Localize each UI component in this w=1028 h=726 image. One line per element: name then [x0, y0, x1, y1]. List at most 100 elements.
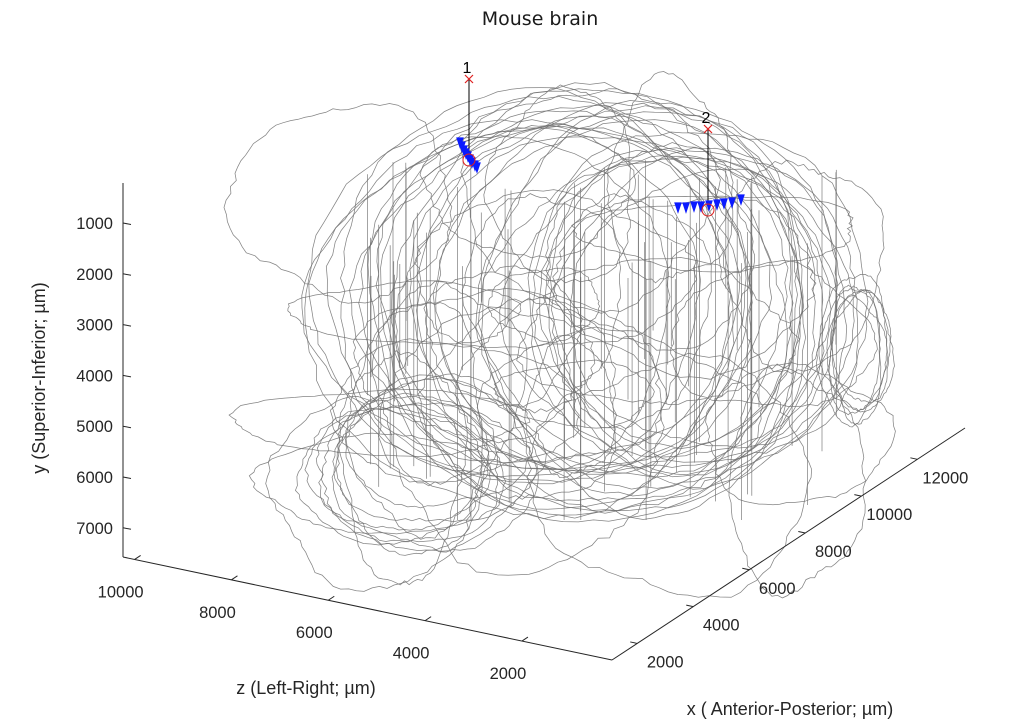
probe-2-contact [720, 198, 728, 210]
brain-outline-slice-65 [826, 295, 888, 416]
brain-outline-slice-26 [544, 193, 712, 430]
x-tick-12000 [910, 457, 918, 460]
brain-outline-slice-57 [606, 71, 734, 284]
brain-outline-slice-70 [318, 404, 492, 531]
brain-outline-slice-64 [818, 274, 889, 412]
brain-outline-slice-47 [524, 334, 616, 478]
axis-ticks: 1000 2000 3000 4000 5000 6000 7000 10000 8000 600… [76, 215, 968, 683]
y-axis-label: y (Superior-Inferior; µm) [29, 282, 49, 473]
brain-outline-slice-58 [414, 189, 698, 349]
y-tick-label-4000: 4000 [76, 367, 113, 385]
x-tick-label-4000: 4000 [703, 617, 740, 635]
probe-2-contact [713, 199, 721, 211]
brain-outline-slice-52 [459, 88, 721, 314]
z-axis-line [122, 556, 613, 661]
chart-title: Mouse brain [482, 8, 599, 30]
z-tick-6000 [328, 595, 335, 601]
z-tick-4000 [424, 616, 432, 622]
z-tick-label-4000: 4000 [393, 645, 430, 663]
y-tick-1000 [122, 222, 132, 225]
x-tick-4000 [686, 604, 694, 608]
brain-outline-slice-63 [828, 289, 895, 413]
brain-outline-slice-31 [526, 352, 812, 598]
brain-outline-slice-44 [372, 280, 528, 487]
brain-outline-slice-30 [223, 103, 453, 304]
brain-outline-slice-32 [338, 349, 468, 586]
brain-outline-slice-7 [380, 104, 753, 475]
brain-outline-slice-42 [455, 294, 662, 463]
x-tick-label-10000: 10000 [866, 506, 912, 524]
probes: 12 [456, 60, 745, 217]
brain-outline-slice-8 [375, 125, 772, 472]
z-tick-label-2000: 2000 [490, 665, 527, 683]
brain-outline-slice-54 [248, 432, 489, 535]
y-tick-7000 [122, 527, 132, 530]
brain-outline-slice-15 [432, 102, 798, 514]
y-tick-5000 [122, 425, 132, 429]
brain-outline-slice-37 [483, 84, 631, 284]
axes [122, 183, 966, 661]
brain-outline-slice-56 [329, 338, 580, 483]
x-tick-6000 [742, 567, 750, 571]
brain-outline-slice-50 [287, 280, 522, 345]
probe-2-contact [682, 202, 690, 214]
brain-outline-slice-23 [539, 147, 839, 476]
y-tick-label-5000: 5000 [76, 418, 113, 436]
brain-outline-slice-68 [304, 392, 499, 543]
brain-outline-slice-25 [570, 168, 855, 449]
y-tick-3000 [122, 324, 132, 327]
z-axis-label: z (Left-Right; µm) [236, 678, 375, 698]
brain-wireframe [223, 71, 896, 599]
x-tick-label-8000: 8000 [815, 543, 852, 561]
brain-outline-slice-18 [475, 100, 848, 490]
x-axis-line [611, 427, 966, 661]
brain-outline-slice-24 [551, 147, 859, 463]
probe-1-entry-marker [464, 74, 474, 84]
probe-1-tip-marker [462, 153, 476, 167]
y-tick-2000 [122, 273, 132, 276]
probe-2-contact [674, 202, 682, 214]
brain-outline-slice-41 [715, 159, 885, 375]
brain-outline-slice-53 [423, 265, 583, 408]
x-tick-2000 [630, 641, 638, 644]
brain-outline-slice-22 [531, 131, 869, 490]
brain-outline-slice-73 [335, 377, 547, 523]
probe-2-contact [705, 200, 713, 212]
z-tick-label-8000: 8000 [199, 604, 236, 622]
brain-outline-slice-12 [409, 115, 789, 511]
y-tick-label-7000: 7000 [76, 520, 113, 538]
z-tick-10000 [134, 555, 141, 560]
brain-outline-slice-1 [304, 96, 732, 520]
probe-1: 1 [456, 60, 481, 174]
y-tick-label-1000: 1000 [76, 215, 113, 233]
brain-outline-slice-71 [294, 408, 507, 546]
x-tick-label-2000: 2000 [647, 653, 684, 671]
probe-1-contact [473, 162, 481, 174]
brain-outline-slice-11 [394, 136, 788, 474]
x-tick-label-12000: 12000 [922, 469, 968, 487]
brain-outline-slice-16 [480, 111, 806, 520]
brain-outline-slice-29 [352, 288, 596, 444]
y-tick-label-3000: 3000 [76, 317, 113, 335]
probe-2-contact [737, 194, 745, 206]
brain-outline-slice-0 [308, 135, 671, 477]
brain-outline-slice-38 [228, 388, 531, 457]
probe-2: 2 [674, 110, 745, 217]
brain-outline-slice-14 [435, 119, 803, 478]
brain-outline-slice-27 [545, 142, 755, 351]
z-tick-label-6000: 6000 [296, 624, 333, 642]
brain-outline-slice-45 [419, 125, 636, 259]
brain-outline-slice-20 [527, 156, 838, 478]
brain-outline-slice-55 [345, 301, 484, 540]
probe-2-entry-marker [703, 124, 713, 134]
brain-outline-slice-9 [358, 88, 794, 523]
x-tick-10000 [854, 494, 862, 497]
brain-outline-slice-13 [416, 105, 802, 497]
brain-outline-slice-3 [301, 119, 735, 464]
probe-2-contact [697, 201, 705, 213]
z-tick-label-10000: 10000 [98, 583, 144, 601]
brain-outline-slice-36 [493, 359, 655, 429]
brain-outline-slice-51 [265, 396, 484, 592]
y-tick-4000 [122, 374, 132, 378]
